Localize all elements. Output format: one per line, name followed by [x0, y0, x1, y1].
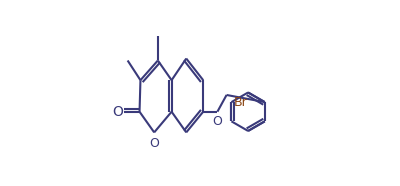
Text: O: O — [113, 105, 124, 119]
Text: O: O — [149, 137, 159, 150]
Text: Br: Br — [233, 96, 247, 109]
Text: O: O — [212, 115, 222, 128]
